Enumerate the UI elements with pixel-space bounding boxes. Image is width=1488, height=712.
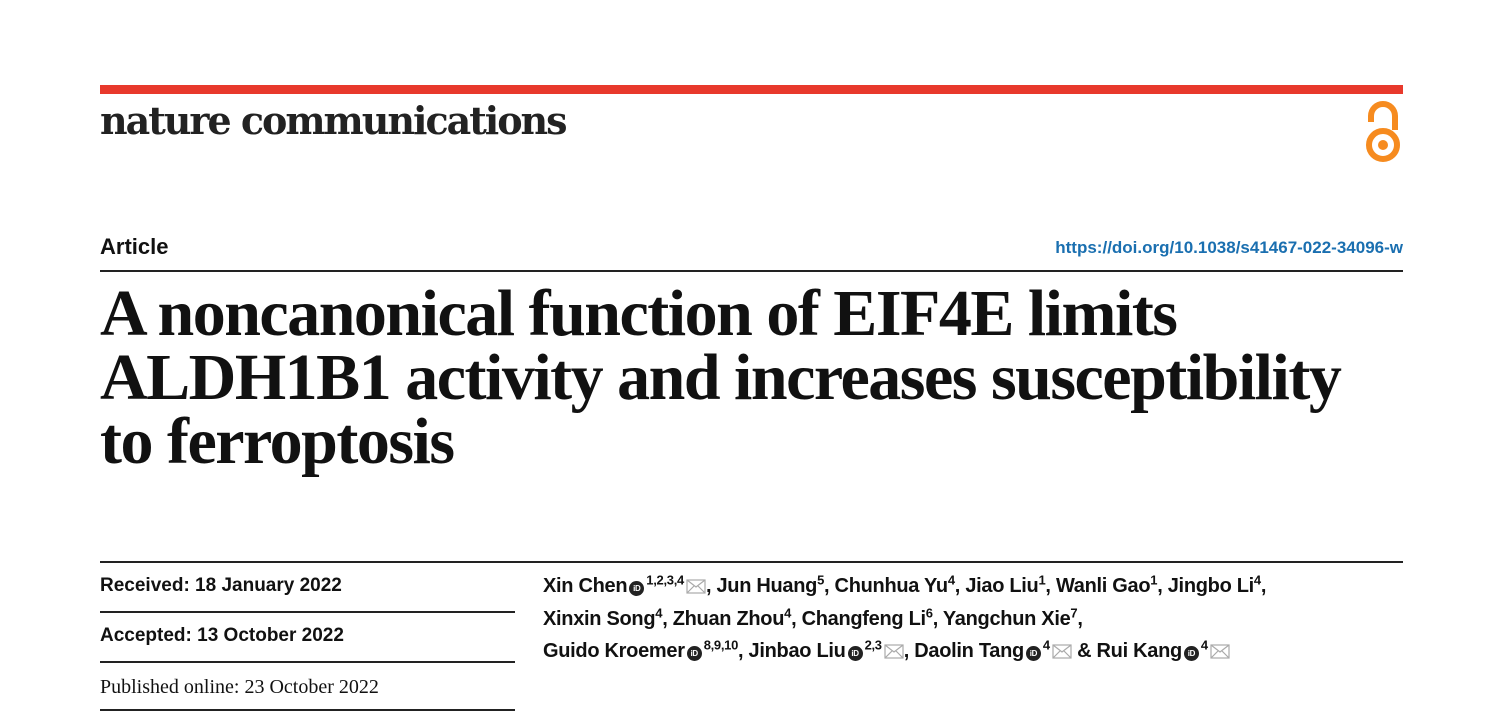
author-separator: ,: [1260, 575, 1267, 597]
accepted-date: Accepted: 13 October 2022: [100, 625, 344, 646]
affiliation-marker: 1: [1038, 572, 1046, 588]
affiliation-marker: 2,3: [864, 637, 882, 653]
affiliation-marker: 4: [1200, 637, 1208, 653]
title-line: to ferroptosis: [100, 405, 455, 478]
affiliation-marker: 4: [655, 604, 663, 620]
author-name[interactable]: Guido Kroemer: [543, 640, 685, 662]
author-separator: ,: [1077, 607, 1083, 630]
orcid-icon[interactable]: iD: [629, 581, 645, 596]
divider: [100, 561, 1403, 563]
orcid-icon[interactable]: iD: [1025, 646, 1041, 661]
author-separator: ,: [903, 640, 915, 662]
author-name[interactable]: Jinbao Liu: [748, 640, 846, 662]
divider: [100, 611, 515, 613]
title-line: A noncanonical function of EIF4E limits: [100, 277, 1178, 350]
affiliation-marker: 4: [784, 604, 792, 620]
open-access-lock-icon: [1366, 101, 1400, 162]
author-separator: ,: [705, 575, 717, 597]
author-name[interactable]: Daolin Tang: [914, 640, 1024, 662]
author-separator: &: [1071, 640, 1097, 662]
author-list: Xin Chen iD1,2,3,4, Jun Huang5, Chunhua Y…: [543, 570, 1413, 668]
author-name[interactable]: Changfeng Li: [801, 607, 926, 630]
author-name[interactable]: Xin Chen: [543, 575, 628, 597]
author-separator: ,: [932, 607, 943, 630]
divider: [100, 270, 1403, 272]
title-line: ALDH1B1 activity and increases susceptib…: [100, 341, 1342, 414]
author-name[interactable]: Wanli Gao: [1055, 575, 1151, 597]
email-icon[interactable]: [1052, 644, 1072, 659]
author-separator: ,: [1045, 575, 1056, 597]
author-name[interactable]: Rui Kang: [1096, 640, 1183, 662]
affiliation-marker: 1,2,3,4: [646, 572, 684, 588]
author-name[interactable]: Chunhua Yu: [834, 575, 949, 597]
brand-bar: [100, 85, 1403, 94]
author-name[interactable]: Yangchun Xie: [942, 607, 1071, 630]
article-type: Article: [100, 234, 169, 259]
affiliation-marker: 8,9,10: [703, 637, 739, 653]
email-icon[interactable]: [884, 644, 904, 659]
author-separator: ,: [662, 607, 673, 630]
email-icon[interactable]: [686, 579, 706, 594]
author-separator: ,: [738, 640, 749, 662]
affiliation-marker: 4: [1042, 637, 1050, 653]
author-separator: ,: [954, 575, 966, 597]
author-name[interactable]: Jingbo Li: [1167, 575, 1254, 597]
journal-logo: nature communications: [100, 98, 568, 143]
affiliation-marker: 6: [925, 604, 933, 620]
author-name[interactable]: Jun Huang: [716, 575, 818, 597]
affiliation-marker: 1: [1150, 572, 1158, 588]
orcid-icon[interactable]: iD: [847, 646, 863, 661]
divider: [100, 661, 515, 663]
divider: [100, 709, 515, 711]
article-title: A noncanonical function of EIF4E limits …: [100, 277, 1420, 478]
author-separator: ,: [791, 607, 802, 630]
affiliation-marker: 4: [947, 572, 955, 588]
email-icon[interactable]: [1210, 644, 1230, 659]
author-separator: ,: [1157, 575, 1168, 597]
doi-link[interactable]: https://doi.org/10.1038/s41467-022-34096…: [1055, 238, 1403, 257]
orcid-icon[interactable]: iD: [1183, 646, 1199, 661]
affiliation-marker: 7: [1070, 604, 1078, 620]
orcid-icon[interactable]: iD: [686, 646, 702, 661]
author-name[interactable]: Zhuan Zhou: [672, 607, 785, 630]
author-separator: ,: [824, 575, 835, 597]
author-name[interactable]: Jiao Liu: [965, 575, 1039, 597]
affiliation-marker: 4: [1253, 572, 1261, 588]
author-name[interactable]: Xinxin Song: [543, 607, 656, 630]
received-date: Received: 18 January 2022: [100, 575, 342, 596]
affiliation-marker: 5: [817, 572, 825, 588]
published-date: Published online: 23 October 2022: [100, 676, 379, 698]
